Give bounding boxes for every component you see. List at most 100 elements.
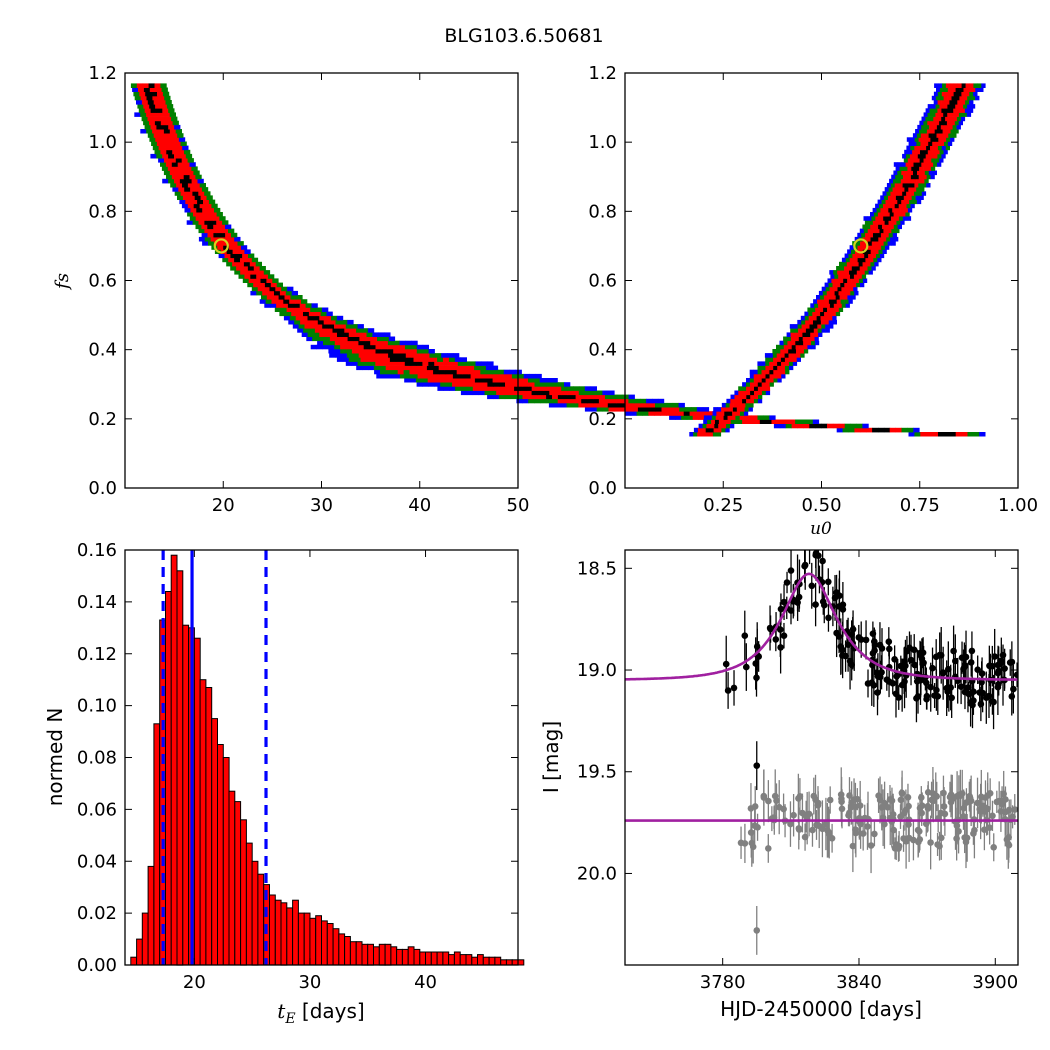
heatmap-cell bbox=[947, 104, 952, 109]
heatmap-cell bbox=[886, 183, 892, 188]
data-point bbox=[814, 802, 822, 809]
data-point bbox=[862, 636, 870, 644]
heatmap-cell bbox=[575, 394, 582, 400]
heatmap-cell bbox=[304, 324, 311, 329]
heatmap-cell bbox=[285, 311, 292, 317]
data-point bbox=[991, 653, 998, 660]
heatmap-cell bbox=[154, 83, 161, 88]
heatmap-cell bbox=[680, 415, 688, 420]
heatmap-cell bbox=[175, 129, 182, 134]
heatmap-cell bbox=[370, 353, 377, 358]
x-axis-label-sub: E bbox=[284, 1011, 295, 1027]
heatmap-cell bbox=[829, 286, 834, 292]
heatmap-cell bbox=[236, 266, 243, 271]
heatmap-cell bbox=[909, 162, 914, 167]
histogram-bar bbox=[130, 956, 138, 966]
histogram-bar bbox=[425, 951, 432, 966]
heatmap-cell bbox=[725, 407, 730, 412]
heatmap-cell bbox=[584, 386, 592, 391]
heatmap-cell bbox=[934, 137, 939, 142]
data-point bbox=[747, 805, 755, 812]
heatmap-cell bbox=[907, 207, 913, 213]
heatmap-cell bbox=[708, 432, 714, 437]
histogram-bar bbox=[211, 718, 218, 966]
heatmap-cell bbox=[259, 299, 266, 304]
heatmap-cell bbox=[803, 340, 808, 346]
heatmap-cell bbox=[298, 324, 305, 329]
heatmap-cell bbox=[636, 411, 643, 416]
heatmap-cell bbox=[809, 324, 814, 329]
heatmap-cell bbox=[973, 83, 978, 88]
heatmap-cell bbox=[161, 87, 168, 92]
data-point bbox=[989, 662, 996, 670]
heatmap-cell bbox=[761, 378, 766, 383]
heatmap-cell bbox=[895, 166, 900, 171]
heatmap-cell bbox=[163, 129, 171, 134]
heatmap-cell bbox=[955, 112, 960, 117]
heatmap-cell bbox=[845, 257, 851, 263]
heatmap-cell bbox=[231, 241, 238, 246]
heatmap-cell bbox=[177, 133, 184, 138]
heatmap-cell bbox=[328, 349, 335, 354]
heatmap-cell bbox=[902, 216, 908, 221]
heatmap-cell bbox=[142, 83, 149, 88]
data-point bbox=[936, 842, 943, 850]
heatmap-cell bbox=[908, 178, 913, 184]
heatmap-cell bbox=[916, 187, 921, 192]
heatmap-cell bbox=[831, 278, 836, 283]
heatmap-cell bbox=[946, 137, 951, 142]
heatmap-cell bbox=[311, 319, 319, 325]
heatmap-cell bbox=[862, 236, 867, 242]
heatmap-cell bbox=[846, 274, 851, 279]
histogram-bar bbox=[274, 899, 282, 966]
heatmap-cell bbox=[387, 349, 394, 354]
heatmap-cell bbox=[422, 344, 429, 350]
data-point bbox=[809, 826, 816, 834]
heatmap-cell bbox=[907, 427, 914, 433]
data-point bbox=[898, 789, 906, 797]
heatmap-cell bbox=[399, 373, 407, 379]
heatmap-cell bbox=[255, 261, 262, 267]
heatmap-cell bbox=[320, 328, 328, 333]
heatmap-cell bbox=[789, 324, 795, 329]
heatmap-cell bbox=[262, 290, 269, 296]
heatmap-cell bbox=[765, 365, 770, 371]
heatmap-cell bbox=[898, 191, 903, 196]
heatmap-cell bbox=[758, 394, 763, 400]
heatmap-cell bbox=[359, 336, 366, 342]
heatmap-cell bbox=[195, 216, 202, 221]
heatmap-cell bbox=[893, 178, 898, 184]
heatmap-cell bbox=[934, 83, 939, 88]
heatmap-cell bbox=[517, 373, 525, 379]
heatmap-cell bbox=[773, 369, 778, 375]
histogram-bar bbox=[217, 744, 224, 966]
heatmap-cell bbox=[385, 365, 392, 371]
heatmap-cell bbox=[607, 402, 615, 408]
heatmap-cell bbox=[354, 357, 361, 362]
heatmap-cell bbox=[173, 137, 180, 142]
heatmap-cell bbox=[162, 178, 169, 184]
heatmap-cell bbox=[698, 415, 705, 420]
heatmap-cell bbox=[181, 158, 188, 163]
heatmap-cell bbox=[181, 170, 188, 176]
heatmap-cell bbox=[836, 427, 843, 433]
histogram-bar bbox=[245, 842, 253, 966]
heatmap-cell bbox=[549, 390, 556, 396]
heatmap-cell bbox=[913, 170, 918, 176]
heatmap-cell bbox=[939, 87, 945, 92]
heatmap-cell bbox=[919, 129, 924, 134]
heatmap-cell bbox=[882, 236, 887, 242]
heatmap-cell bbox=[256, 290, 263, 296]
heatmap-cell bbox=[313, 332, 320, 337]
heatmap-cell bbox=[763, 415, 770, 420]
heatmap-cell bbox=[911, 166, 916, 171]
heatmap-cell bbox=[213, 224, 220, 230]
data-point bbox=[968, 647, 976, 655]
heatmap-cell bbox=[171, 133, 178, 138]
heatmap-cell bbox=[794, 332, 799, 337]
heatmap-cell bbox=[338, 328, 345, 333]
heatmap-cell bbox=[324, 336, 331, 342]
heatmap-cell bbox=[218, 253, 225, 259]
heatmap-cell bbox=[937, 91, 943, 97]
heatmap-cell bbox=[799, 340, 804, 346]
